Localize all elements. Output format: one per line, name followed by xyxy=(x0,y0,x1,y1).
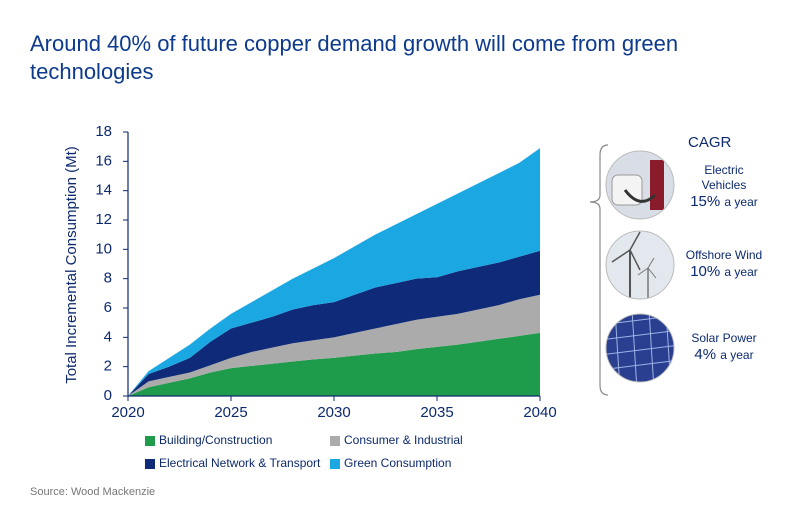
cagr-label: Solar Power xyxy=(691,331,757,345)
cagr-rate: 10% xyxy=(690,263,721,280)
cagr-unit: a year xyxy=(720,348,754,362)
cagr-rate: 4% xyxy=(694,346,717,363)
solar-icon xyxy=(606,314,674,382)
y-tick-label: 8 xyxy=(104,270,112,287)
cagr-item: Offshore Wind 10% a year xyxy=(672,248,776,281)
legend-swatch xyxy=(330,436,340,446)
legend-label: Consumer & Industrial xyxy=(344,433,463,447)
ev-icon xyxy=(606,151,674,219)
x-tick-label: 2040 xyxy=(523,404,556,421)
cagr-rate-line: 15% a year xyxy=(672,193,776,211)
legend-label: Building/Construction xyxy=(159,433,272,447)
y-tick-label: 0 xyxy=(104,387,112,404)
y-tick-label: 14 xyxy=(95,182,112,199)
cagr-item: Electric Vehicles 15% a year xyxy=(672,163,776,211)
cagr-rate-line: 10% a year xyxy=(672,263,776,281)
cagr-item: Solar Power 4% a year xyxy=(672,331,776,364)
legend-swatch xyxy=(330,459,340,469)
x-tick-label: 2035 xyxy=(420,404,453,421)
cagr-title: CAGR xyxy=(688,134,732,151)
legend-swatch xyxy=(145,436,155,446)
y-tick-label: 16 xyxy=(95,152,112,169)
area xyxy=(128,332,540,396)
y-tick-label: 6 xyxy=(104,299,112,316)
wind-icon xyxy=(606,231,674,299)
cagr-label: Offshore Wind xyxy=(685,248,763,262)
cagr-rate-line: 4% a year xyxy=(672,346,776,364)
chart-title: Around 40% of future copper demand growt… xyxy=(30,31,679,84)
legend-swatch xyxy=(145,459,155,469)
y-axis-label: Total Incremental Consumption (Mt) xyxy=(63,146,80,384)
area xyxy=(128,148,540,396)
legend-label: Electrical Network & Transport xyxy=(159,456,321,470)
x-tick-label: 2025 xyxy=(214,404,247,421)
x-tick-label: 2020 xyxy=(111,404,144,421)
cagr-unit: a year xyxy=(724,265,758,279)
y-tick-label: 18 xyxy=(95,123,112,140)
y-tick-label: 2 xyxy=(104,358,112,375)
icon-ring xyxy=(605,150,675,220)
y-tick-label: 10 xyxy=(95,240,112,257)
cagr-unit: a year xyxy=(724,195,758,209)
cagr-label: Electric Vehicles xyxy=(701,163,747,192)
x-tick-label: 2030 xyxy=(317,404,350,421)
cagr-rate: 15% xyxy=(690,193,721,210)
icon-ring xyxy=(605,230,675,300)
icon-ring xyxy=(605,313,675,383)
area xyxy=(128,294,540,396)
source: Source: Wood Mackenzie xyxy=(30,486,156,498)
y-tick-label: 12 xyxy=(95,211,112,228)
legend-label: Green Consumption xyxy=(344,456,451,470)
y-tick-label: 4 xyxy=(104,328,112,345)
brace xyxy=(589,144,609,396)
area xyxy=(128,250,540,396)
